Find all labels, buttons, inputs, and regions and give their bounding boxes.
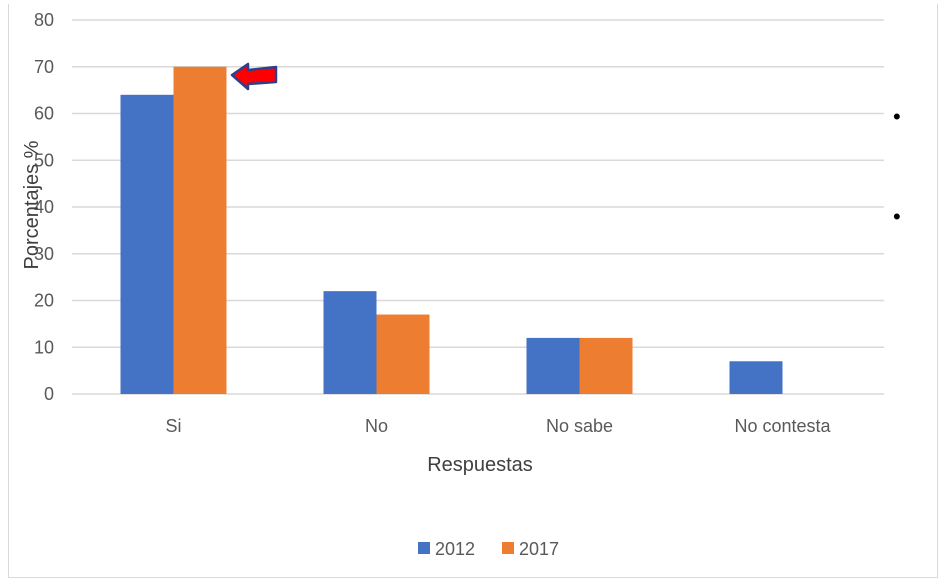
x-tick-label: No contesta (734, 416, 831, 436)
y-tick-label: 40 (34, 197, 54, 217)
bullet-point: • (893, 104, 901, 129)
y-tick-label: 70 (34, 57, 54, 77)
bar-2012-no-contesta (729, 361, 783, 394)
y-axis-title: Porcentajes % (21, 140, 43, 269)
y-tick-label: 0 (44, 384, 54, 404)
x-tick-label: No (365, 416, 388, 436)
bar-2017-no (376, 314, 430, 394)
bar-2017-no-sabe (579, 337, 633, 394)
bar-2012-no (323, 291, 377, 394)
bar-2012-si (120, 94, 174, 395)
bar-2012-no-sabe (526, 337, 580, 394)
chart-frame (8, 4, 938, 578)
bullet-point: • (893, 204, 901, 229)
x-axis-title: Respuestas (427, 454, 533, 476)
y-tick-label: 20 (34, 291, 54, 311)
red-arrow-annotation-icon (230, 62, 278, 91)
x-tick-label: Si (165, 416, 181, 436)
y-tick-label: 10 (34, 337, 54, 357)
x-axis-ticks: Si No No sabe No contesta (165, 416, 831, 436)
legend-label: 2017 (519, 539, 559, 559)
y-tick-label: 30 (34, 244, 54, 264)
y-tick-label: 80 (34, 10, 54, 30)
bars (120, 66, 783, 395)
legend: 2012 2017 (418, 539, 559, 559)
legend-swatch (418, 542, 430, 554)
y-axis-ticks: 0 10 20 30 40 50 60 70 80 (34, 10, 54, 404)
legend-swatch (502, 542, 514, 554)
x-tick-label: No sabe (546, 416, 613, 436)
legend-label: 2012 (435, 539, 475, 559)
bar-2017-si (173, 66, 227, 394)
y-tick-label: 50 (34, 150, 54, 170)
y-tick-label: 60 (34, 104, 54, 124)
